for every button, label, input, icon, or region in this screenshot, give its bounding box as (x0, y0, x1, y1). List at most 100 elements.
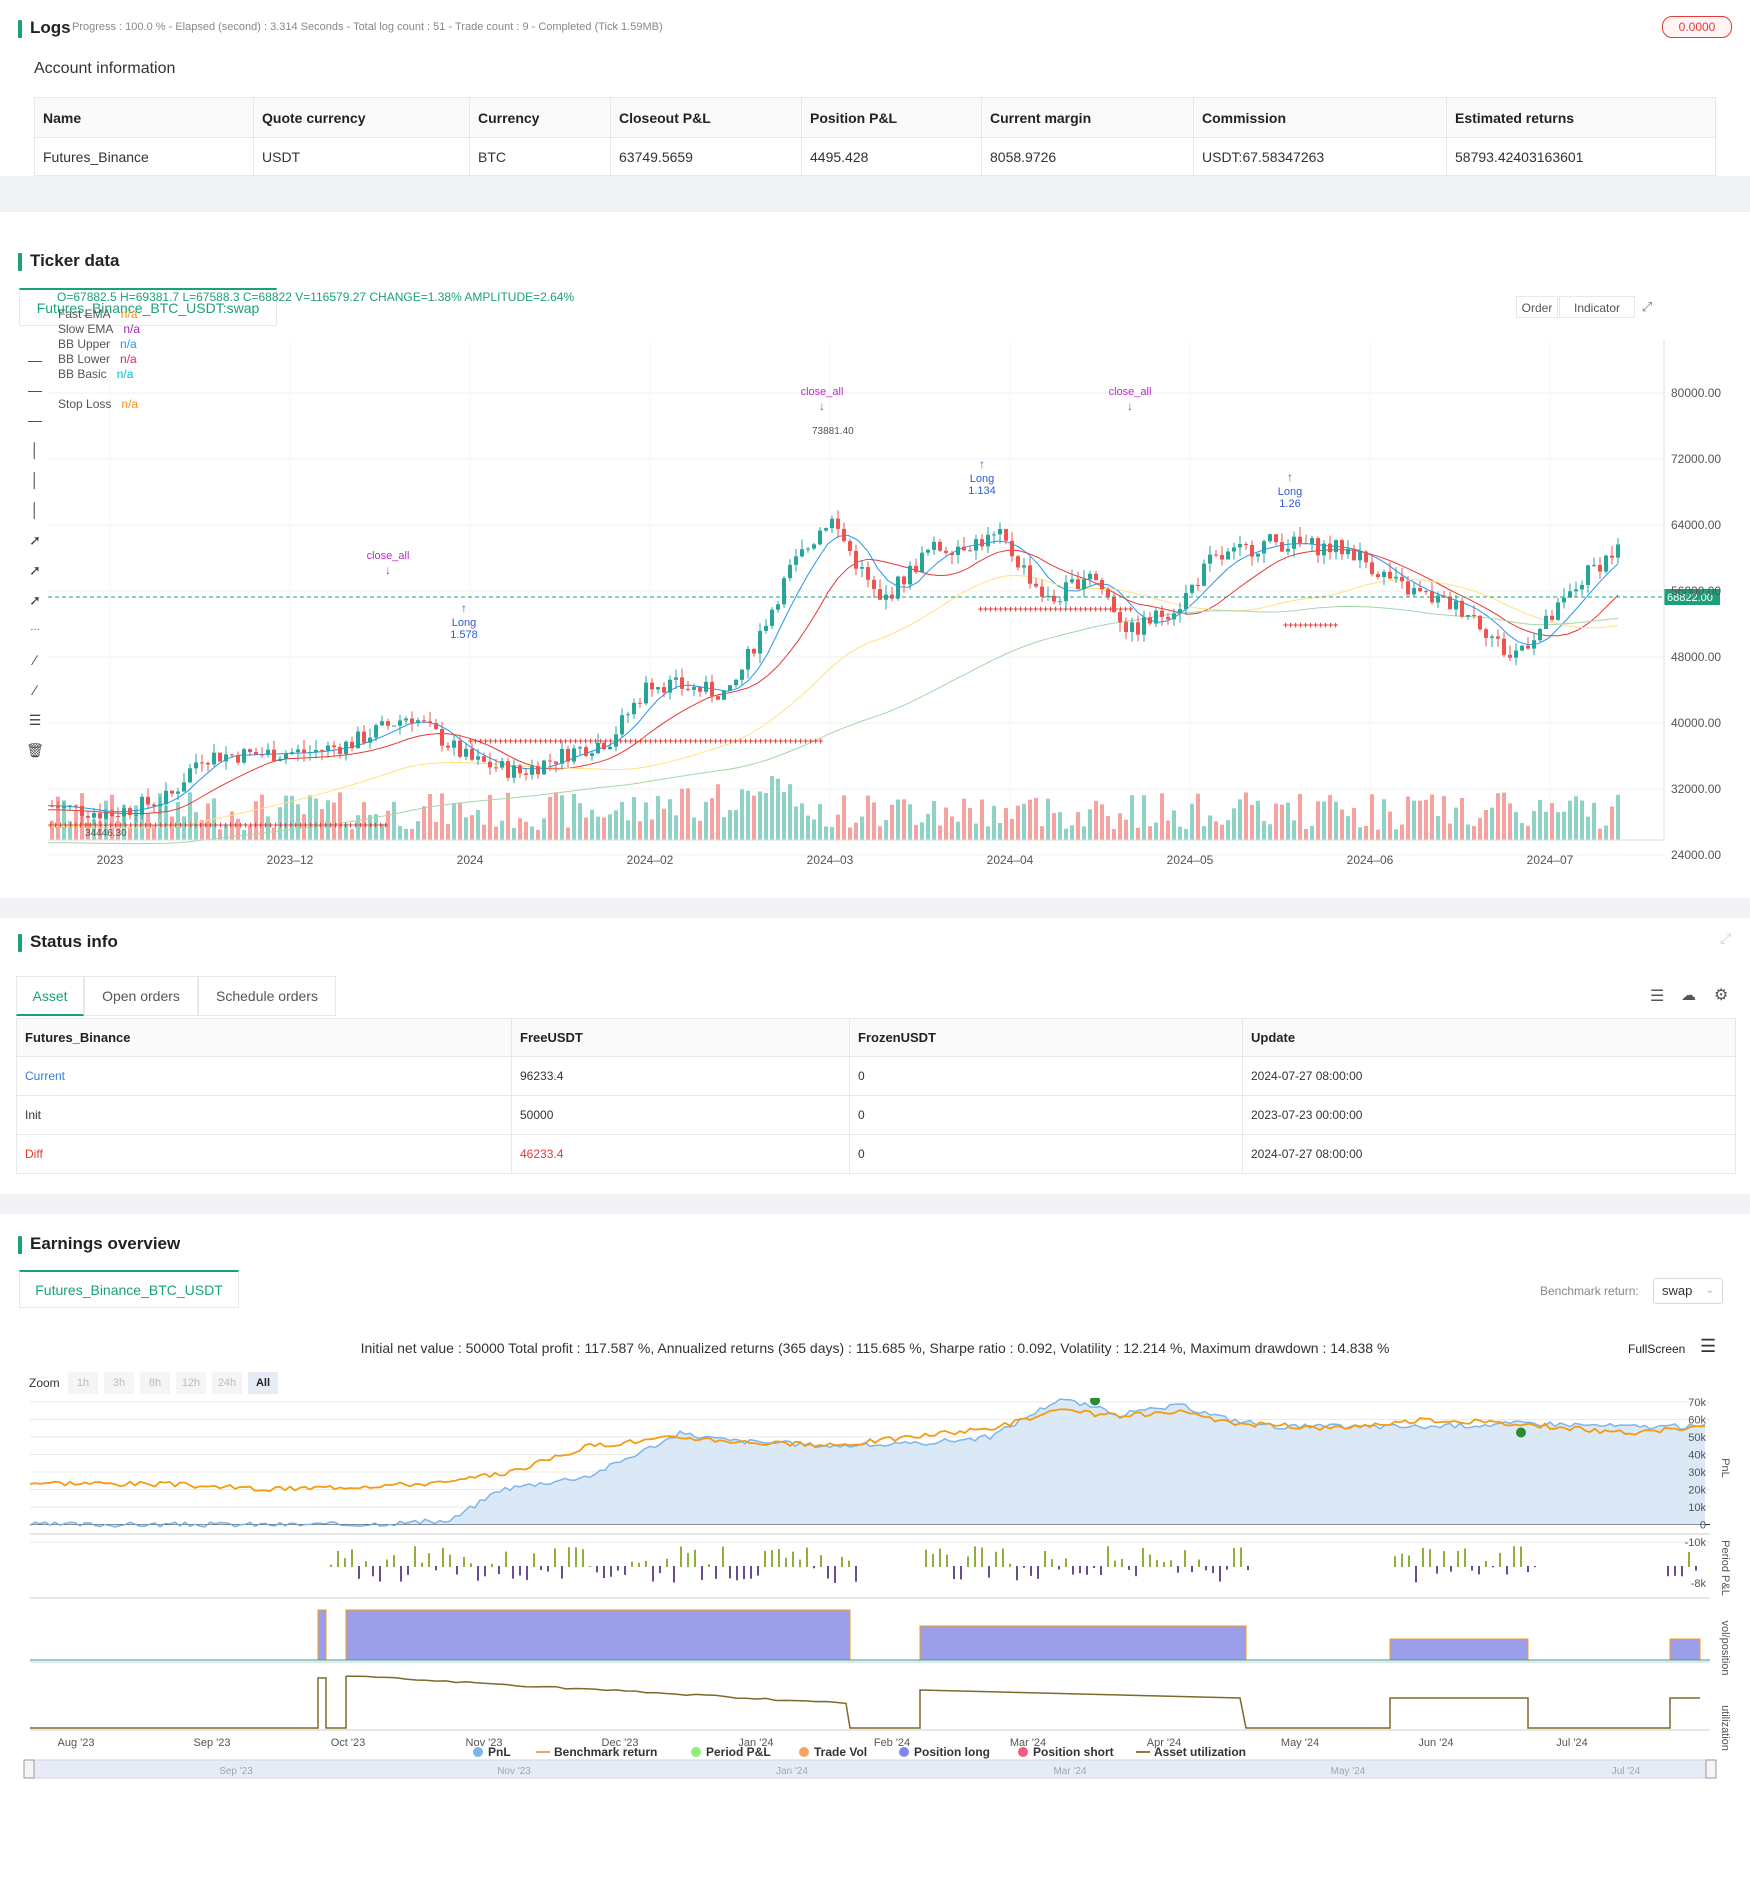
stop-loss-marker: + (1038, 604, 1043, 614)
price-line-icon[interactable]: … (30, 622, 40, 633)
volume-bar (488, 794, 492, 840)
candle-body (410, 718, 414, 724)
crosshair-icon[interactable]: — (28, 352, 42, 368)
order-toggle-button[interactable]: Order (1516, 296, 1558, 318)
candle-body (1034, 583, 1038, 587)
indicator-toggle-button[interactable]: Indicator (1559, 296, 1635, 318)
volume-bar (236, 818, 240, 840)
zoom-24h-button[interactable]: 24h (212, 1372, 242, 1394)
candle-body (1376, 574, 1380, 578)
volume-bar (110, 794, 114, 840)
legend-slow-ema[interactable]: Slow EMA n/a (58, 322, 141, 336)
volume-bar (464, 817, 468, 840)
account-cell: USDT (253, 137, 470, 176)
ray-icon[interactable]: │ (30, 472, 40, 488)
volume-bar (1214, 821, 1218, 840)
legend-stop-loss[interactable]: Stop Loss n/a (58, 397, 139, 411)
stop-loss-marker: + (223, 820, 228, 830)
zoom-8h-button[interactable]: 8h (140, 1372, 170, 1394)
stop-loss-marker: + (1103, 604, 1108, 614)
list-view-icon[interactable]: ☰ (1650, 988, 1665, 1005)
volume-bar (1154, 822, 1158, 840)
trash-icon[interactable]: 🗑 (26, 742, 44, 758)
candle-body (788, 564, 792, 579)
candle-body (1400, 576, 1404, 582)
arrow-line-icon[interactable]: ➚ (29, 562, 41, 578)
candle-body (680, 677, 684, 689)
parallel-channel-icon[interactable]: ∕ (33, 652, 37, 668)
stop-loss-marker: + (318, 820, 323, 830)
stop-loss-marker: + (588, 736, 593, 746)
stop-loss-marker: + (113, 820, 118, 830)
benchmark-select[interactable]: swap ⌄ (1653, 1278, 1723, 1304)
navigator-tick: Sep '23 (219, 1766, 253, 1777)
candle-body (566, 748, 570, 762)
stop-loss-marker: + (308, 820, 313, 830)
candle-body (560, 748, 564, 764)
legend-bb-upper[interactable]: BB Upper n/a (58, 337, 137, 351)
zoom-3h-button[interactable]: 3h (104, 1372, 134, 1394)
period-pnl-bar (820, 1555, 822, 1567)
zoom-12h-button[interactable]: 12h (176, 1372, 206, 1394)
vertical-line-icon[interactable]: │ (30, 442, 40, 458)
asset-row-label: Diff (16, 1134, 512, 1174)
settings-gear-icon[interactable]: ⚙ (1714, 987, 1729, 1004)
stop-loss-marker: + (1078, 604, 1083, 614)
volume-bar (290, 795, 294, 840)
stop-loss-marker: + (323, 820, 328, 830)
period-pnl-bar (386, 1559, 388, 1567)
expand-icon[interactable]: ⤢ (1641, 299, 1653, 314)
candle-body (638, 702, 642, 704)
volume-bar (728, 810, 732, 840)
candle-body (1550, 615, 1554, 620)
extended-line-icon[interactable]: ➚ (29, 592, 41, 608)
volume-bar (368, 814, 372, 840)
volume-bar (1202, 826, 1206, 840)
fullscreen-button[interactable]: FullScreen (1628, 1342, 1686, 1356)
navigator-tick: Nov '23 (497, 1766, 531, 1777)
period-pnl-bar (1219, 1566, 1221, 1582)
navigator[interactable]: Sep '23 Nov '23 Jan '24 Mar '24 May '24 Jul '… (23, 1759, 1717, 1779)
volume-bar (1016, 805, 1020, 840)
legend-bb-basic[interactable]: BB Basic n/a (58, 367, 134, 381)
stop-loss-marker: + (128, 820, 133, 830)
earnings-tab[interactable]: Futures_Binance_BTC_USDT (19, 1270, 239, 1308)
zoom-all-button[interactable]: All (248, 1372, 278, 1394)
stop-loss-marker: + (1008, 604, 1013, 614)
legend-fast-ema[interactable]: Fast EMA n/a (58, 307, 138, 321)
tab-asset[interactable]: Asset (16, 976, 84, 1016)
volume-bar (338, 792, 342, 840)
stop-loss-marker: + (573, 736, 578, 746)
horizontal-line-icon[interactable]: — (28, 412, 42, 428)
volume-bar (614, 810, 618, 840)
time-tick-label: 2024 (457, 853, 484, 867)
stop-loss-marker: + (138, 820, 143, 830)
stop-loss-marker: + (483, 736, 488, 746)
volume-bar (1136, 827, 1140, 840)
segment-icon[interactable]: │ (30, 502, 40, 518)
account-cell: Futures_Binance (34, 137, 254, 176)
collapse-icon[interactable]: ⤢ (1720, 930, 1732, 946)
volume-bar (848, 827, 852, 840)
account-cell: BTC (469, 137, 611, 176)
line-icon[interactable]: — (28, 382, 42, 398)
trend-line-icon[interactable]: ➚ (29, 532, 41, 548)
ticker-tab[interactable]: Futures_Binance_BTC_USDT:swap (19, 288, 277, 326)
gann-icon[interactable]: ☰ (28, 712, 42, 728)
candle-body (230, 754, 234, 756)
zoom-1h-button[interactable]: 1h (68, 1372, 98, 1394)
stop-loss-marker: + (328, 820, 333, 830)
account-col-position: Position P&L (801, 97, 982, 138)
menu-icon[interactable]: ☰ (1700, 1336, 1717, 1356)
long-arrow-icon: ↑ (1287, 470, 1293, 484)
stop-loss-marker: + (143, 820, 148, 830)
tab-schedule-orders[interactable]: Schedule orders (198, 976, 336, 1016)
cloud-download-icon[interactable]: ☁ (1681, 987, 1696, 1004)
candle-body (128, 808, 132, 815)
fibonacci-icon[interactable]: ∕ (33, 682, 37, 698)
pnl-tick-label: 30k (1688, 1467, 1706, 1479)
legend-bb-lower[interactable]: BB Lower n/a (58, 352, 137, 366)
candle-body (464, 748, 468, 757)
candle-body (1184, 592, 1188, 610)
tab-open-orders[interactable]: Open orders (84, 976, 198, 1016)
